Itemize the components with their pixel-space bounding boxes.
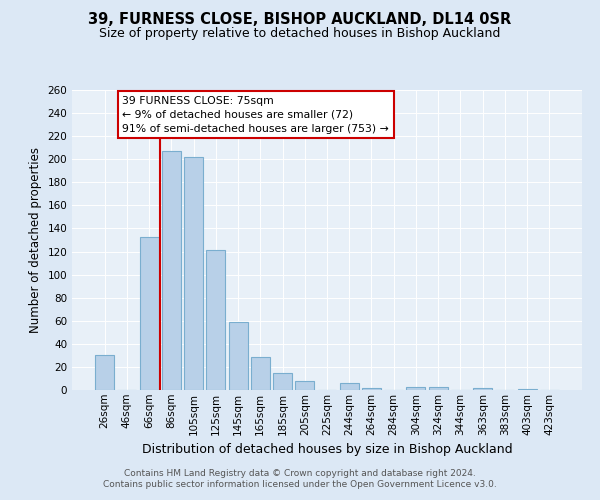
Bar — [184, 157, 203, 390]
Y-axis label: Number of detached properties: Number of detached properties — [29, 147, 42, 333]
Text: 39, FURNESS CLOSE, BISHOP AUCKLAND, DL14 0SR: 39, FURNESS CLOSE, BISHOP AUCKLAND, DL14… — [88, 12, 512, 28]
Bar — [273, 372, 292, 390]
Bar — [473, 388, 492, 390]
Bar — [429, 386, 448, 390]
Text: Size of property relative to detached houses in Bishop Auckland: Size of property relative to detached ho… — [100, 28, 500, 40]
Bar — [295, 381, 314, 390]
Bar — [95, 356, 114, 390]
Bar — [251, 356, 270, 390]
Bar — [162, 151, 181, 390]
Bar — [518, 389, 536, 390]
Text: Contains public sector information licensed under the Open Government Licence v3: Contains public sector information licen… — [103, 480, 497, 489]
Bar — [406, 386, 425, 390]
Text: Contains HM Land Registry data © Crown copyright and database right 2024.: Contains HM Land Registry data © Crown c… — [124, 468, 476, 477]
Text: 39 FURNESS CLOSE: 75sqm
← 9% of detached houses are smaller (72)
91% of semi-det: 39 FURNESS CLOSE: 75sqm ← 9% of detached… — [122, 96, 389, 134]
Bar — [340, 383, 359, 390]
Bar — [362, 388, 381, 390]
X-axis label: Distribution of detached houses by size in Bishop Auckland: Distribution of detached houses by size … — [142, 443, 512, 456]
Bar — [229, 322, 248, 390]
Bar — [206, 250, 225, 390]
Bar — [140, 236, 158, 390]
